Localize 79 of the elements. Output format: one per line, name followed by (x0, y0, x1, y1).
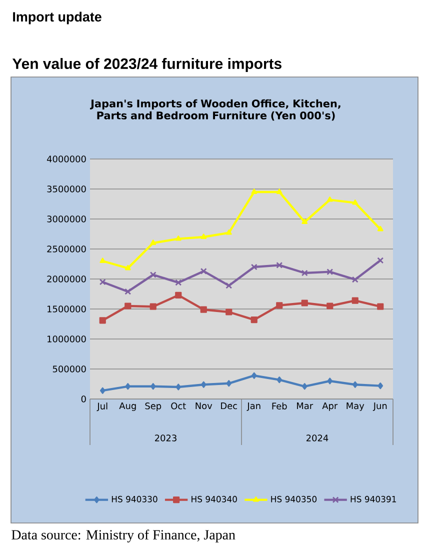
point (301, 300, 308, 306)
point (176, 384, 182, 390)
point (124, 302, 132, 310)
y-tick-label: 500000 (52, 366, 86, 372)
point (302, 383, 308, 390)
x-tick-label: May (346, 402, 364, 411)
x-tick-label: Apr (322, 402, 338, 411)
point (226, 308, 232, 316)
legend-label: HS 940340 (192, 496, 237, 502)
point (200, 234, 207, 239)
point (377, 257, 384, 264)
point (226, 282, 232, 289)
point (124, 288, 132, 295)
point (124, 264, 131, 270)
point (99, 317, 106, 324)
x-tick-label: Jun (372, 402, 387, 411)
x-tick-label: Dec (221, 402, 237, 410)
x-tick-label: Oct (171, 402, 186, 410)
source-note: Data source: Ministry of Finance, Japan (12, 530, 236, 542)
point (378, 382, 384, 390)
point (150, 272, 156, 278)
point (99, 278, 106, 286)
text: 2024 (306, 434, 328, 442)
point (250, 264, 258, 270)
point (200, 381, 206, 388)
point (352, 381, 358, 388)
point (276, 188, 282, 194)
point (327, 378, 333, 384)
point (200, 306, 207, 313)
y-tick-label: 3500000 (47, 186, 86, 192)
y-tick-label: 1000000 (48, 336, 86, 342)
point (377, 303, 384, 310)
point (326, 302, 334, 310)
y-tick-label: 2500000 (47, 246, 86, 252)
point (100, 258, 106, 263)
x-tick-label: Feb (272, 402, 287, 410)
point (276, 262, 283, 268)
x-tick-label: Jul (96, 402, 108, 412)
point (175, 279, 182, 286)
y-tick-label: 0 (81, 396, 86, 402)
x-tick-label: Mar (297, 402, 314, 410)
x-tick-label: Jan (246, 402, 260, 411)
legend-label: HS 940391 (350, 496, 396, 502)
y-tick-label: 3000000 (47, 216, 86, 222)
x-tick-label: Sep (145, 402, 162, 412)
point (326, 196, 333, 202)
text: Yen value of 2023/24 furniture imports (12, 58, 282, 72)
chart-title: Japan's Imports of Wooden Office, Kitchen, Parts and Bedroom Furniture (Yen 000's) (90, 99, 340, 121)
point (100, 387, 106, 394)
y-tick-label: 1500000 (48, 306, 86, 312)
point (251, 188, 258, 194)
legend-label: HS 940350 (271, 496, 317, 502)
x-tick-label: Nov (196, 402, 212, 410)
point (226, 380, 232, 387)
point (301, 270, 308, 276)
point (250, 316, 258, 324)
text: Import update (13, 12, 102, 24)
point (352, 297, 358, 304)
point (377, 226, 384, 232)
point (226, 230, 232, 235)
point (276, 302, 283, 309)
point (150, 240, 156, 245)
y-tick-label: 2000000 (47, 276, 86, 282)
y-tick-label: 4000000 (46, 156, 86, 162)
point (125, 383, 131, 390)
point (150, 383, 156, 390)
point (150, 303, 156, 310)
text: 2023 (155, 434, 176, 442)
point (326, 268, 334, 276)
point (352, 200, 358, 205)
point (276, 376, 282, 384)
point (175, 236, 182, 241)
point (175, 292, 182, 298)
point (200, 268, 207, 274)
point (352, 276, 358, 283)
point (251, 372, 257, 379)
point (302, 218, 308, 224)
legend-label: HS 940330 (112, 496, 158, 502)
x-tick-label: Aug (119, 402, 136, 411)
